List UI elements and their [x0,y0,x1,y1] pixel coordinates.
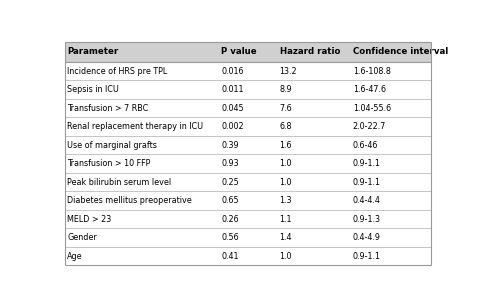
Text: Hazard ratio: Hazard ratio [280,47,340,56]
Text: 1.6-108.8: 1.6-108.8 [353,66,391,76]
Text: 1.4: 1.4 [280,233,292,242]
Text: 0.9-1.1: 0.9-1.1 [353,252,381,261]
Text: 8.9: 8.9 [280,85,292,94]
Text: Diabetes mellitus preoperative: Diabetes mellitus preoperative [67,196,192,205]
Text: 1.3: 1.3 [280,196,292,205]
Text: Transfusion > 7 RBC: Transfusion > 7 RBC [67,104,149,113]
Text: 0.9-1.1: 0.9-1.1 [353,178,381,187]
Text: Sepsis in ICU: Sepsis in ICU [67,85,119,94]
Text: 0.39: 0.39 [221,140,239,149]
Text: 0.045: 0.045 [221,104,243,113]
Text: 0.65: 0.65 [221,196,239,205]
Text: 0.016: 0.016 [221,66,243,76]
Text: 13.2: 13.2 [280,66,297,76]
Text: Incidence of HRS pre TPL: Incidence of HRS pre TPL [67,66,167,76]
Text: P value: P value [221,47,257,56]
Text: 6.8: 6.8 [280,122,292,131]
Text: 0.9-1.3: 0.9-1.3 [353,214,381,223]
Text: 2.0-22.7: 2.0-22.7 [353,122,386,131]
Text: 1.0: 1.0 [280,159,292,168]
Text: Use of marginal grafts: Use of marginal grafts [67,140,157,149]
Text: 1.1: 1.1 [280,214,292,223]
Text: Renal replacement therapy in ICU: Renal replacement therapy in ICU [67,122,203,131]
Text: Transfusion > 10 FFP: Transfusion > 10 FFP [67,159,151,168]
Bar [65,62,431,265]
Text: 0.93: 0.93 [221,159,239,168]
Text: 0.002: 0.002 [221,122,243,131]
Text: 1.0: 1.0 [280,252,292,261]
Text: Confidence interval: Confidence interval [353,47,448,56]
Text: 1.6: 1.6 [280,140,292,149]
Text: 1.6-47.6: 1.6-47.6 [353,85,386,94]
Text: 1.04-55.6: 1.04-55.6 [353,104,391,113]
Text: 0.56: 0.56 [221,233,239,242]
Text: 7.6: 7.6 [280,104,292,113]
Text: 0.4-4.4: 0.4-4.4 [353,196,381,205]
Text: Parameter: Parameter [67,47,119,56]
Text: Age: Age [67,252,83,261]
Text: 0.41: 0.41 [221,252,239,261]
Bar [65,42,431,62]
Text: 0.6-46: 0.6-46 [353,140,378,149]
Text: MELD > 23: MELD > 23 [67,214,111,223]
Text: 0.25: 0.25 [221,178,239,187]
Text: Peak bilirubin serum level: Peak bilirubin serum level [67,178,171,187]
Text: 0.4-4.9: 0.4-4.9 [353,233,381,242]
Text: 0.9-1.1: 0.9-1.1 [353,159,381,168]
Text: Gender: Gender [67,233,97,242]
Text: 1.0: 1.0 [280,178,292,187]
Text: 0.011: 0.011 [221,85,243,94]
Text: 0.26: 0.26 [221,214,239,223]
